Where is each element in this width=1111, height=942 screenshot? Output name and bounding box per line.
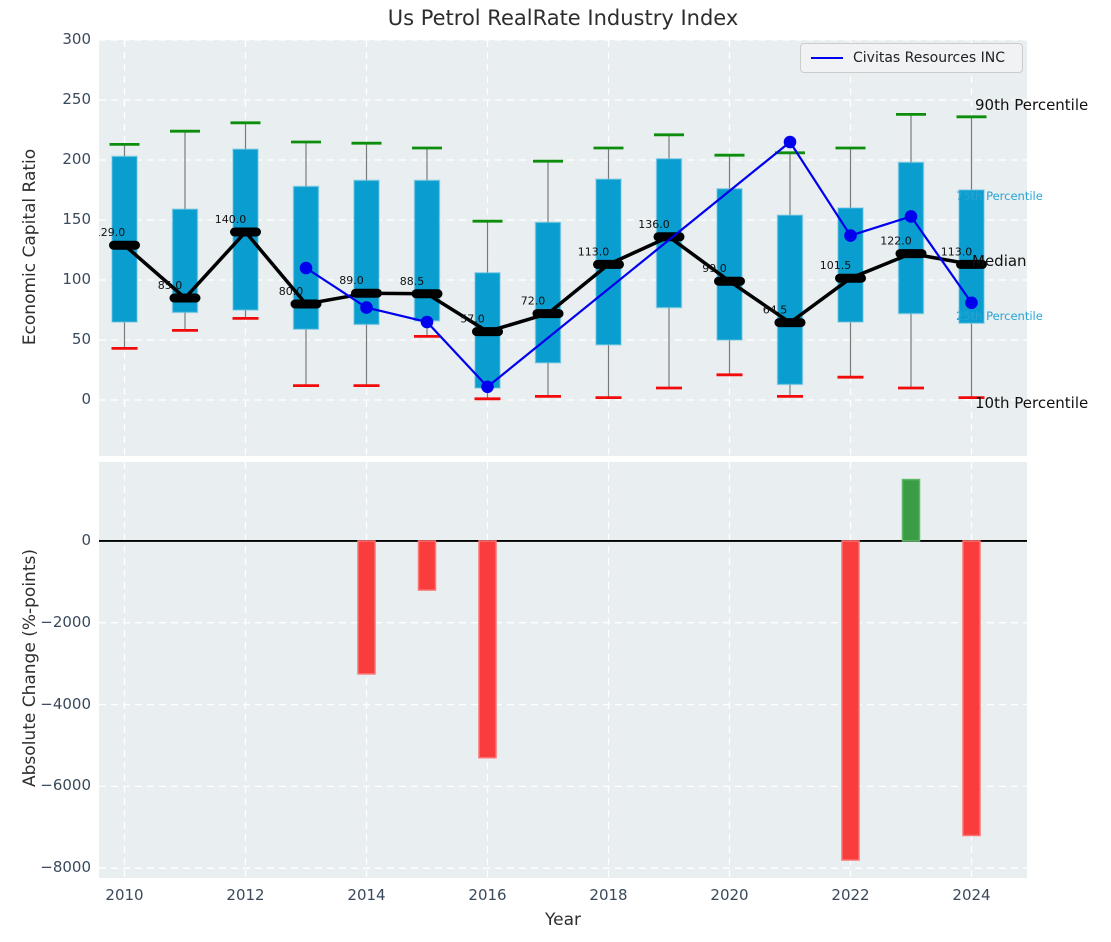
x-axis-label: Year — [545, 910, 581, 930]
top-ytick-300: 300 — [62, 30, 91, 48]
annotation-25th-percentile: 25th Percentile — [956, 309, 1043, 323]
top-ytick-200: 200 — [62, 150, 91, 168]
median-value-label-2023: 122.0 — [880, 235, 912, 248]
xtick-2010: 2010 — [105, 886, 144, 904]
change-bar-2015 — [417, 540, 437, 591]
change-bar-2016 — [478, 540, 497, 759]
bottom-axes-svg — [99, 462, 1027, 878]
civitas-marker-2021 — [783, 135, 797, 149]
top-y-axis-label: Economic Capital Ratio — [20, 148, 40, 346]
xtick-2020: 2020 — [710, 886, 749, 904]
bottom-ytick--8000: −8000 — [40, 858, 91, 877]
xtick-2012: 2012 — [226, 886, 265, 904]
top-axes: 129.0 85.0 140.0 80.0 89.0 88.5 57.0 72.0 113.0 1… — [99, 40, 1027, 456]
median-value-label-2010: 129.0 — [99, 226, 125, 239]
legend-line-sample — [811, 57, 843, 59]
bottom-ytick--4000: −4000 — [40, 694, 91, 713]
xtick-2024: 2024 — [952, 886, 991, 904]
median-value-label-2018: 113.0 — [578, 245, 610, 258]
top-ytick-50: 50 — [71, 330, 91, 348]
median-value-label-2022: 101.5 — [820, 259, 852, 272]
bottom-ytick--2000: −2000 — [40, 612, 91, 631]
median-value-label-2019: 136.0 — [638, 218, 670, 231]
civitas-line — [305, 140, 973, 389]
change-bar-2014 — [357, 540, 376, 675]
bottom-y-axis-label: Absolute Change (%-points) — [20, 549, 40, 787]
civitas-marker-2015 — [420, 315, 434, 329]
top-ytick-150: 150 — [62, 210, 91, 228]
median-value-label-2021: 64.5 — [763, 304, 788, 317]
median-value-label-2011: 85.0 — [158, 279, 183, 292]
iqr-box-2021 — [776, 214, 804, 386]
chart-title: Us Petrol RealRate Industry Index — [387, 6, 739, 30]
change-bar-2024 — [962, 540, 981, 837]
bottom-axes — [99, 462, 1027, 878]
iqr-box-2017 — [534, 221, 562, 364]
change-bar-2022 — [841, 540, 860, 861]
civitas-marker-2023 — [904, 210, 918, 223]
civitas-marker-2022 — [844, 229, 857, 242]
xtick-2016: 2016 — [468, 886, 507, 904]
median-value-label-2024: 113.0 — [941, 245, 973, 258]
annotation-90th-percentile: 90th Percentile — [975, 96, 1089, 114]
top-ytick-250: 250 — [62, 90, 91, 108]
median-value-label-2013: 80.0 — [279, 285, 304, 298]
civitas-marker-2024 — [965, 296, 978, 310]
median-value-label-2020: 99.0 — [702, 262, 727, 275]
annotation-median: Median — [972, 252, 1027, 270]
legend: Civitas Resources INC — [800, 43, 1023, 73]
top-ytick-0: 0 — [81, 390, 91, 408]
annotation-75th-percentile: 75th Percentile — [956, 189, 1043, 203]
xtick-2018: 2018 — [589, 886, 628, 904]
iqr-box-2020 — [716, 188, 743, 341]
median-value-label-2012: 140.0 — [215, 213, 247, 226]
civitas-marker-2014 — [360, 301, 373, 314]
median-value-label-2016: 57.0 — [460, 313, 485, 326]
iqr-box-2014 — [353, 179, 380, 326]
legend-label: Civitas Resources INC — [853, 50, 1005, 66]
top-axes-svg: 129.0 85.0 140.0 80.0 89.0 88.5 57.0 72.0 113.0 1… — [99, 40, 1027, 456]
annotation-10th-percentile: 10th Percentile — [975, 394, 1089, 412]
change-bar-2023 — [901, 478, 921, 542]
civitas-marker-2013 — [299, 261, 313, 275]
top-ytick-100: 100 — [62, 270, 91, 288]
bottom-ytick-0: 0 — [81, 530, 91, 549]
median-value-label-2017: 72.0 — [521, 295, 546, 308]
bottom-ytick--6000: −6000 — [40, 776, 91, 795]
iqr-box-2023 — [897, 161, 925, 315]
median-value-label-2014: 89.0 — [339, 274, 364, 287]
iqr-box-2010 — [111, 155, 138, 323]
xtick-2022: 2022 — [831, 886, 870, 904]
xtick-2014: 2014 — [347, 886, 386, 904]
median-value-label-2015: 88.5 — [400, 275, 425, 288]
civitas-marker-2016 — [481, 380, 494, 394]
iqr-box-2022 — [837, 207, 864, 323]
